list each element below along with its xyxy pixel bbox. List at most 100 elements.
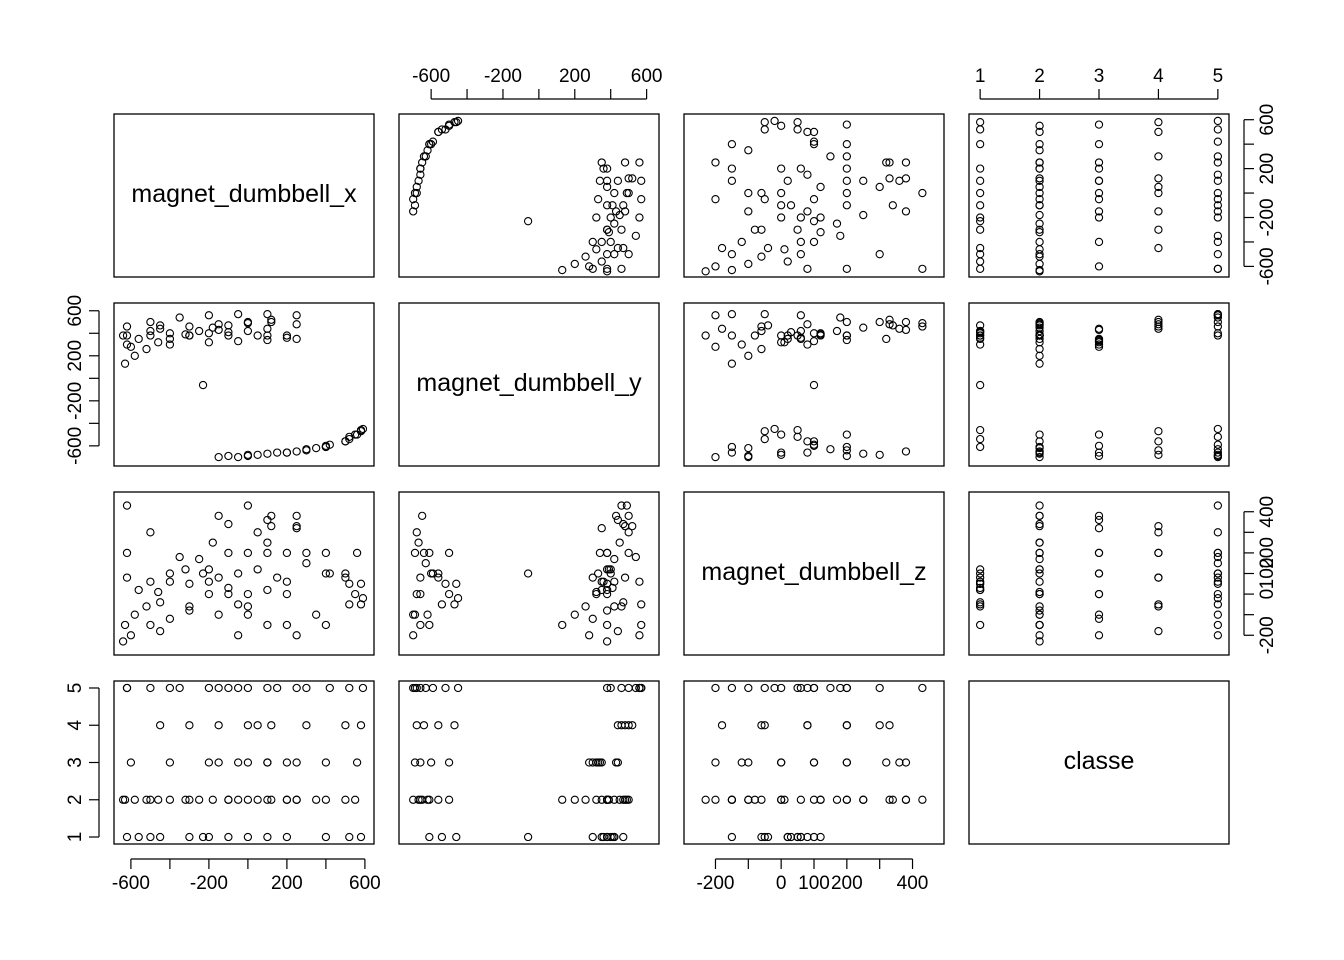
data-point	[263, 620, 272, 630]
data-point	[975, 118, 985, 127]
data-point	[901, 317, 911, 327]
data-point	[1035, 521, 1044, 531]
data-point	[263, 515, 272, 525]
data-point	[1154, 315, 1163, 324]
data-point	[637, 620, 646, 630]
data-point	[267, 721, 276, 730]
data-point	[602, 182, 612, 192]
x-tick-label: 4	[1153, 66, 1164, 87]
data-point	[1213, 231, 1223, 240]
data-point	[602, 683, 612, 693]
data-point	[826, 445, 835, 454]
data-point	[122, 683, 132, 693]
panel-frame	[398, 680, 660, 845]
data-point	[744, 207, 753, 216]
data-point	[770, 424, 779, 434]
data-point	[602, 548, 612, 558]
data-point	[786, 201, 796, 210]
x-tick-label: 200	[559, 66, 591, 87]
data-point	[624, 683, 633, 693]
data-point	[558, 265, 567, 275]
data-point	[597, 524, 606, 533]
data-point	[783, 331, 792, 340]
data-point	[628, 174, 637, 183]
data-point	[624, 250, 633, 259]
panel-frame	[683, 491, 945, 656]
data-point	[341, 569, 350, 578]
data-point	[198, 832, 208, 842]
data-point	[803, 320, 812, 329]
data-point	[602, 795, 612, 804]
data-point	[796, 237, 806, 247]
y-tick-label: 100	[1257, 558, 1278, 590]
data-point	[796, 334, 806, 344]
data-point	[224, 583, 233, 593]
panel-magnet_dumbbell_x-vs-classe	[968, 113, 1230, 278]
data-point	[760, 683, 769, 693]
data-point	[796, 164, 806, 173]
data-point	[1213, 313, 1223, 322]
data-point	[777, 683, 786, 693]
data-point	[146, 683, 155, 693]
data-point	[423, 610, 432, 619]
data-point	[181, 330, 190, 339]
data-point	[619, 598, 628, 607]
panel-magnet_dumbbell_z-vs-magnet_dumbbell_z: magnet_dumbbell_z	[683, 491, 945, 656]
data-point	[803, 683, 812, 693]
data-point	[165, 569, 175, 578]
data-point	[267, 795, 276, 804]
data-point	[777, 450, 786, 460]
data-point	[122, 832, 132, 842]
data-point	[1094, 589, 1104, 599]
data-point	[816, 228, 825, 237]
data-point	[783, 832, 792, 842]
data-point	[1035, 589, 1044, 599]
data-point	[711, 311, 720, 320]
data-point	[617, 602, 626, 611]
data-point	[1035, 225, 1044, 234]
data-point	[637, 176, 646, 185]
data-point	[282, 333, 292, 342]
data-point	[185, 606, 194, 615]
data-point	[624, 511, 633, 520]
data-point	[809, 195, 819, 204]
data-point	[727, 265, 737, 275]
data-point	[253, 528, 262, 537]
data-point	[409, 207, 418, 216]
data-point	[450, 721, 459, 730]
data-point	[224, 519, 233, 529]
data-point	[570, 610, 579, 619]
data-point	[620, 158, 630, 167]
data-point	[975, 425, 985, 435]
data-point	[606, 683, 615, 693]
data-point	[816, 795, 825, 804]
data-point	[624, 721, 633, 730]
data-point	[613, 758, 623, 767]
data-point	[635, 213, 644, 222]
data-point	[1213, 594, 1223, 603]
data-point	[895, 758, 904, 767]
data-point	[809, 329, 819, 338]
data-point	[214, 320, 223, 329]
data-point	[1154, 573, 1163, 582]
data-point	[592, 589, 601, 599]
data-point	[1094, 207, 1104, 216]
data-point	[803, 448, 812, 457]
data-point	[786, 832, 796, 842]
data-point	[793, 832, 802, 842]
data-point	[358, 424, 368, 434]
data-point	[581, 602, 590, 611]
data-point	[727, 309, 737, 319]
data-point	[727, 250, 737, 259]
data-point	[345, 434, 354, 444]
data-point	[803, 340, 812, 349]
data-point	[292, 758, 301, 767]
data-point	[233, 795, 243, 804]
data-point	[356, 832, 366, 842]
data-point	[757, 832, 766, 842]
data-point	[282, 795, 292, 804]
x-tick-label: 3	[1094, 66, 1105, 87]
data-point	[414, 538, 423, 547]
data-point	[763, 321, 773, 330]
data-point	[1035, 267, 1044, 276]
